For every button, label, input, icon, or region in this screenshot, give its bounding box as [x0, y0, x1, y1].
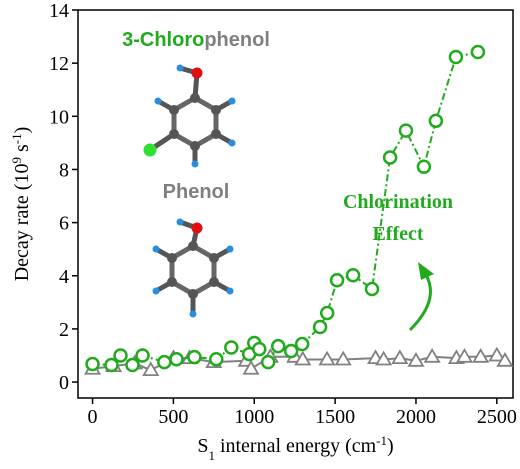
- y-tick-label: 8: [59, 159, 69, 181]
- data-point: [318, 350, 336, 366]
- data-point: [252, 341, 267, 357]
- data-point: [423, 348, 441, 363]
- y-tick-label: 0: [59, 372, 69, 394]
- data-point: [345, 267, 361, 283]
- data-point: [142, 361, 160, 376]
- x-axis-label-part: S: [197, 435, 208, 457]
- series-line: [92, 51, 479, 367]
- data-point: [113, 348, 128, 363]
- x-tick-label: 2000: [396, 406, 436, 428]
- data-point: [329, 273, 345, 288]
- data-point: [294, 350, 312, 366]
- y-axis-label: Decay rate (109 s-1): [9, 127, 34, 282]
- data-point: [407, 352, 425, 367]
- data-point: [416, 159, 432, 175]
- chlorophenol-molecule: [143, 64, 236, 168]
- x-tick-label: 1500: [315, 406, 355, 428]
- data-point: [157, 354, 172, 370]
- annotation: Chlorination: [343, 191, 453, 213]
- molecule-diagrams: [143, 64, 236, 318]
- series-label-part: phenol: [204, 29, 270, 51]
- y-tick-label: 2: [59, 319, 69, 341]
- data-point: [104, 357, 119, 373]
- data-point: [270, 338, 286, 354]
- y-axis-label-part: s: [11, 144, 33, 157]
- data-point: [470, 44, 486, 60]
- data-point: [135, 348, 150, 363]
- series-label: Phenol: [163, 181, 230, 203]
- data-point: [488, 346, 506, 362]
- y-axis-label-part: Decay rate (10: [11, 164, 33, 282]
- y-axis-label-part: -1: [9, 133, 24, 144]
- x-tick-label: 500: [158, 406, 188, 428]
- data-point: [125, 357, 140, 373]
- x-tick-label: 2500: [477, 406, 517, 428]
- x-tick-label: 1000: [234, 406, 274, 428]
- data-point: [85, 356, 100, 372]
- y-tick-label: 14: [49, 0, 69, 22]
- data-point: [169, 351, 184, 367]
- x-axis-label-part: -1: [376, 433, 387, 448]
- x-axis-label-part: ): [387, 435, 394, 457]
- y-axis-label-part: 9: [9, 157, 24, 164]
- data-point: [448, 49, 464, 65]
- x-tick-label: 0: [88, 406, 98, 428]
- data-point: [312, 319, 328, 335]
- y-tick-label: 10: [49, 106, 69, 128]
- y-tick-label: 12: [49, 53, 69, 75]
- data-point: [398, 123, 414, 138]
- phenol-molecule: [152, 218, 234, 318]
- data-point: [375, 350, 393, 366]
- data-point: [224, 340, 239, 355]
- y-axis-label-part: ): [11, 127, 33, 134]
- data-point: [455, 348, 474, 363]
- series-label-part: 3-Chloro: [122, 29, 204, 51]
- data-point: [283, 343, 299, 359]
- series-label: 3-Chlorophenol: [122, 29, 270, 51]
- plot-frame: [77, 9, 514, 399]
- data-point: [382, 150, 398, 165]
- y-tick-label: 6: [59, 213, 69, 235]
- effect-arrow: [408, 262, 434, 332]
- data-point: [319, 305, 335, 321]
- data-point: [209, 351, 224, 367]
- data-point: [364, 281, 380, 297]
- data-point: [472, 348, 490, 363]
- x-axis-label-part: internal energy (cm: [215, 435, 377, 457]
- data-point: [334, 350, 352, 366]
- x-axis-label: S1 internal energy (cm-1): [197, 433, 393, 463]
- data-point: [428, 113, 444, 129]
- data-point: [242, 359, 260, 375]
- data-point: [496, 352, 514, 367]
- annotation: Effect: [372, 223, 423, 245]
- y-tick-label: 4: [59, 266, 69, 288]
- data-point: [294, 336, 310, 352]
- data-point: [187, 349, 202, 365]
- data-point: [391, 349, 409, 365]
- x-axis-label-part: 1: [208, 448, 215, 463]
- data-point: [260, 354, 276, 370]
